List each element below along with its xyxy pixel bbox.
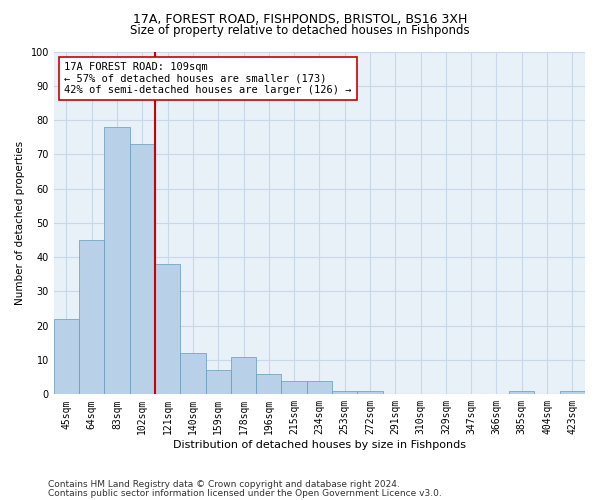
Bar: [281, 380, 307, 394]
Bar: [307, 380, 332, 394]
Bar: [560, 391, 585, 394]
Bar: [130, 144, 155, 395]
Bar: [332, 391, 358, 394]
Bar: [206, 370, 231, 394]
Text: 17A FOREST ROAD: 109sqm
← 57% of detached houses are smaller (173)
42% of semi-d: 17A FOREST ROAD: 109sqm ← 57% of detache…: [64, 62, 352, 95]
Bar: [231, 356, 256, 395]
Bar: [54, 319, 79, 394]
Bar: [79, 240, 104, 394]
Y-axis label: Number of detached properties: Number of detached properties: [15, 141, 25, 305]
Bar: [180, 353, 206, 395]
X-axis label: Distribution of detached houses by size in Fishponds: Distribution of detached houses by size …: [173, 440, 466, 450]
Text: Contains HM Land Registry data © Crown copyright and database right 2024.: Contains HM Land Registry data © Crown c…: [48, 480, 400, 489]
Text: Contains public sector information licensed under the Open Government Licence v3: Contains public sector information licen…: [48, 488, 442, 498]
Bar: [256, 374, 281, 394]
Bar: [104, 127, 130, 394]
Bar: [358, 391, 383, 394]
Text: 17A, FOREST ROAD, FISHPONDS, BRISTOL, BS16 3XH: 17A, FOREST ROAD, FISHPONDS, BRISTOL, BS…: [133, 12, 467, 26]
Text: Size of property relative to detached houses in Fishponds: Size of property relative to detached ho…: [130, 24, 470, 37]
Bar: [155, 264, 180, 394]
Bar: [509, 391, 535, 394]
